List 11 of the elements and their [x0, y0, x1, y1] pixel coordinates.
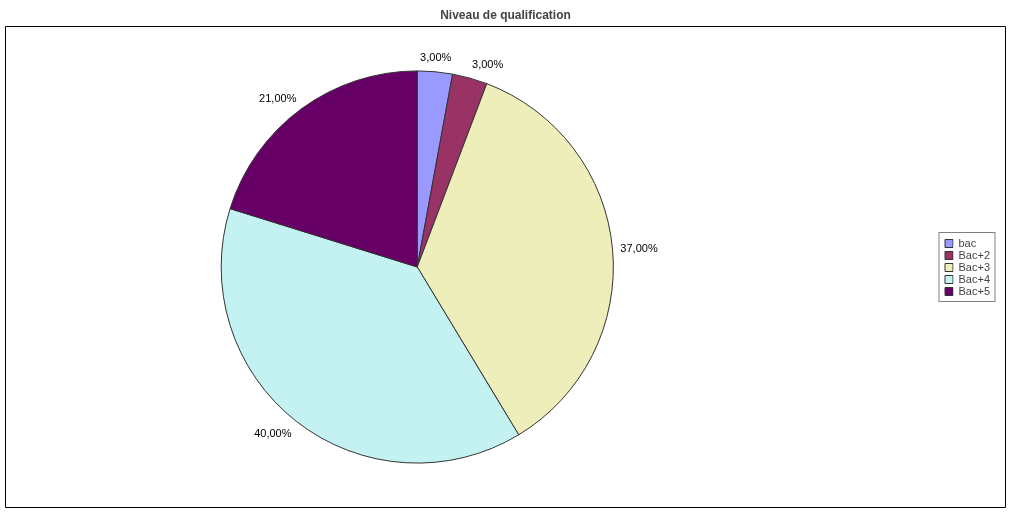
data-label: 3,00% — [420, 51, 452, 64]
data-label: 37,00% — [620, 241, 658, 254]
data-label: 21,00% — [259, 91, 297, 104]
chart-title: Niveau de qualification — [440, 7, 571, 22]
legend-label: bac — [958, 236, 978, 249]
legend-label: Bac+2 — [958, 248, 990, 261]
data-label: 40,00% — [254, 426, 292, 439]
data-label: 3,00% — [472, 58, 504, 71]
legend-label: Bac+3 — [958, 260, 990, 273]
legend-label: Bac+5 — [958, 284, 990, 297]
legend-label: Bac+4 — [958, 272, 990, 285]
